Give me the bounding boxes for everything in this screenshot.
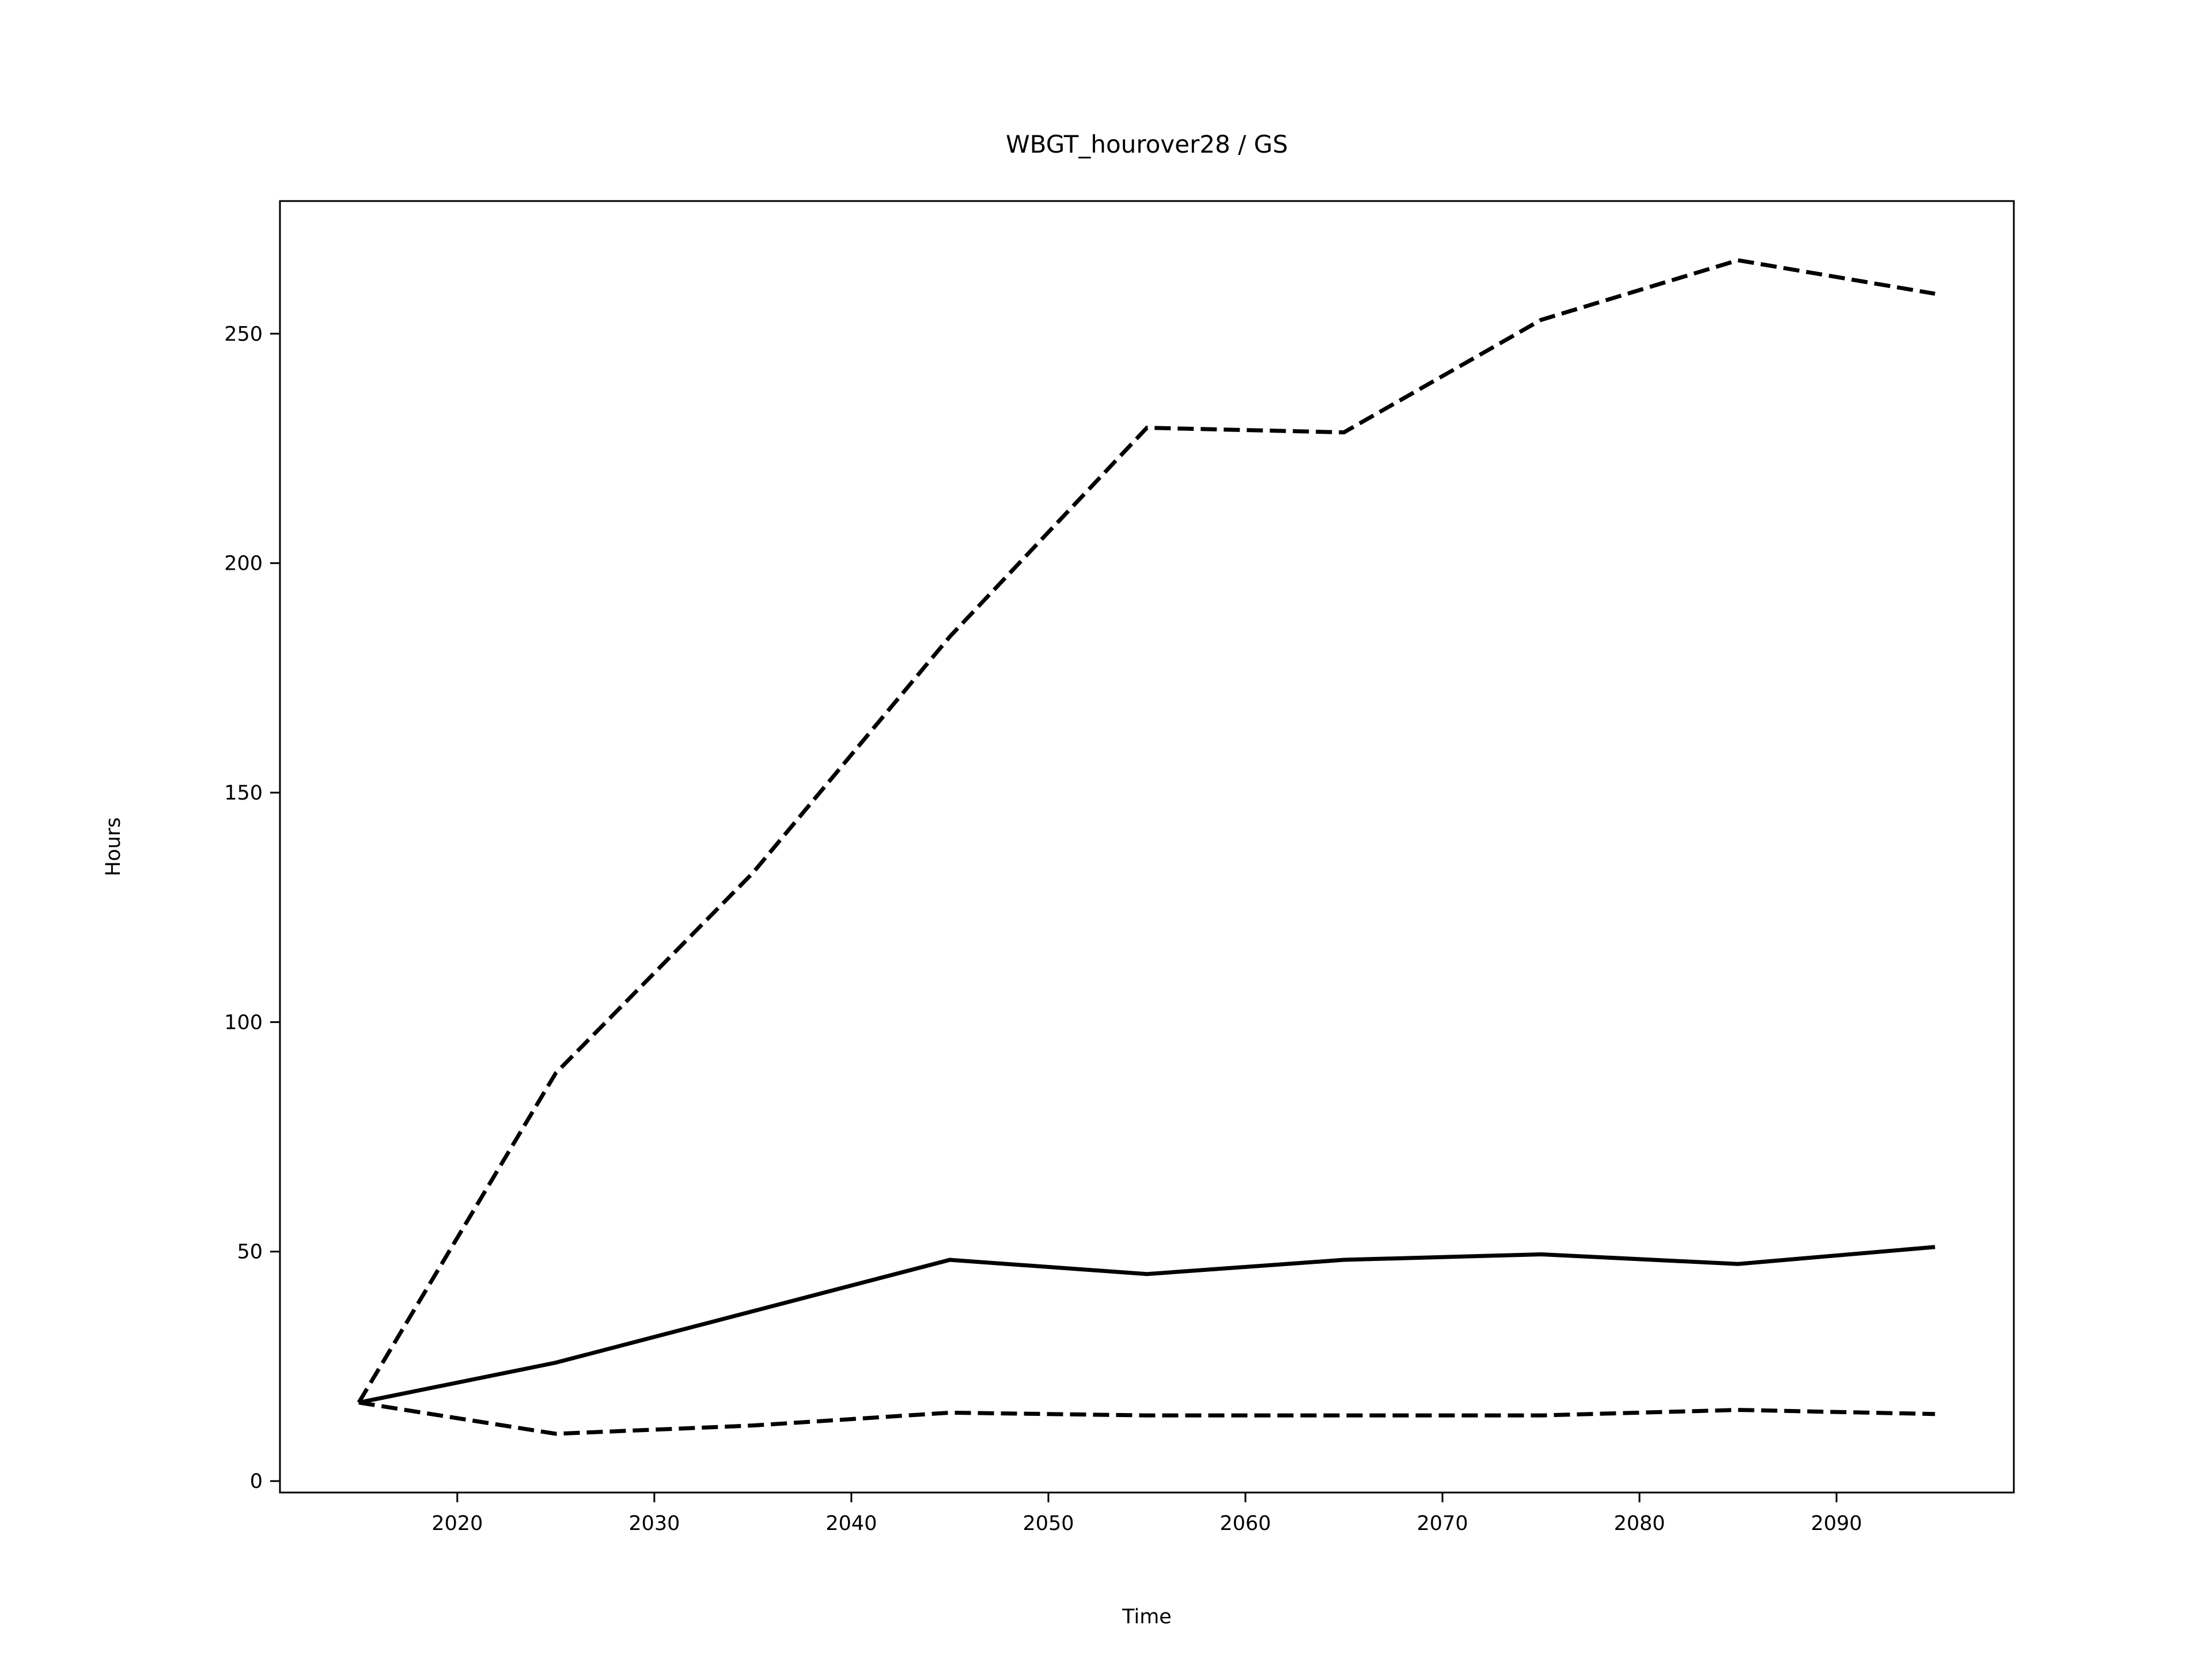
x-tick-label: 2050 [1022,1512,1074,1535]
y-tick-label: 250 [224,323,263,346]
chart-title: WBGT_hourover28 / GS [1006,130,1288,158]
y-tick-label: 150 [224,782,263,805]
x-tick-label: 2090 [1811,1512,1862,1535]
y-tick-label: 0 [250,1470,263,1493]
x-tick-label: 2070 [1417,1512,1468,1535]
data-line [357,258,1936,1404]
plot-frame [279,200,2015,1494]
x-tick-label: 2030 [628,1512,680,1535]
data-line [358,1400,1936,1436]
y-axis-label: Hours [102,817,125,877]
x-tick-label: 2080 [1614,1512,1665,1535]
x-axis-label: Time [1122,1605,1172,1628]
x-tick-label: 2040 [825,1512,877,1535]
data-line [358,1245,1936,1405]
y-tick-label: 50 [237,1241,263,1264]
y-tick-label: 100 [224,1011,263,1034]
x-tick-label: 2020 [431,1512,483,1535]
x-tick-label: 2060 [1219,1512,1271,1535]
y-tick-label: 200 [224,552,263,575]
